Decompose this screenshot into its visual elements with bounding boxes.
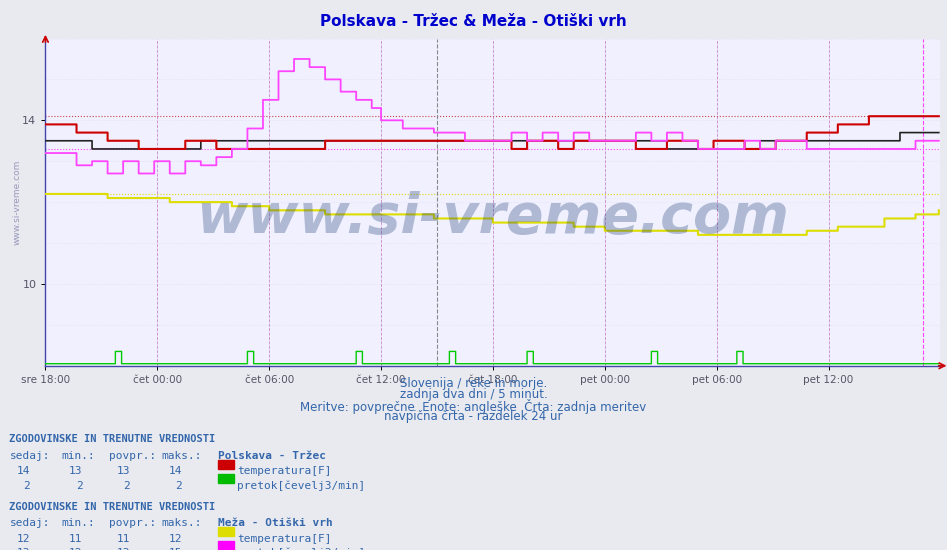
- Text: 14: 14: [169, 466, 182, 476]
- Text: zadnja dva dni / 5 minut.: zadnja dva dni / 5 minut.: [400, 388, 547, 401]
- Text: 15: 15: [169, 548, 182, 550]
- Text: min.:: min.:: [62, 451, 96, 461]
- Text: maks.:: maks.:: [161, 518, 202, 528]
- Text: 13: 13: [116, 548, 130, 550]
- Text: 13: 13: [17, 548, 30, 550]
- Text: 11: 11: [69, 534, 82, 543]
- Text: povpr.:: povpr.:: [109, 518, 156, 528]
- Text: 2: 2: [123, 481, 130, 491]
- Text: povpr.:: povpr.:: [109, 451, 156, 461]
- Text: pretok[čevelj3/min]: pretok[čevelj3/min]: [237, 481, 365, 491]
- Text: 12: 12: [169, 534, 182, 543]
- Text: 11: 11: [116, 534, 130, 543]
- Text: www.si-vreme.com: www.si-vreme.com: [12, 160, 22, 245]
- Text: ZGODOVINSKE IN TRENUTNE VREDNOSTI: ZGODOVINSKE IN TRENUTNE VREDNOSTI: [9, 434, 216, 444]
- Text: Meža - Otiški vrh: Meža - Otiški vrh: [218, 518, 332, 528]
- Text: www.si-vreme.com: www.si-vreme.com: [196, 191, 790, 245]
- Text: Polskava - Tržec & Meža - Otiški vrh: Polskava - Tržec & Meža - Otiški vrh: [320, 14, 627, 29]
- Text: min.:: min.:: [62, 518, 96, 528]
- Text: 2: 2: [175, 481, 182, 491]
- Text: temperatura[F]: temperatura[F]: [237, 534, 331, 543]
- Text: 12: 12: [69, 548, 82, 550]
- Text: maks.:: maks.:: [161, 451, 202, 461]
- Text: 14: 14: [17, 466, 30, 476]
- Text: 13: 13: [69, 466, 82, 476]
- Text: Meritve: povprečne  Enote: angleške  Črta: zadnja meritev: Meritve: povprečne Enote: angleške Črta:…: [300, 399, 647, 414]
- Text: 13: 13: [116, 466, 130, 476]
- Text: ZGODOVINSKE IN TRENUTNE VREDNOSTI: ZGODOVINSKE IN TRENUTNE VREDNOSTI: [9, 502, 216, 512]
- Text: sedaj:: sedaj:: [9, 518, 50, 528]
- Text: 2: 2: [24, 481, 30, 491]
- Text: temperatura[F]: temperatura[F]: [237, 466, 331, 476]
- Text: 2: 2: [76, 481, 82, 491]
- Text: pretok[čevelj3/min]: pretok[čevelj3/min]: [237, 548, 365, 550]
- Text: navpična črta - razdelek 24 ur: navpična črta - razdelek 24 ur: [384, 410, 563, 423]
- Text: 12: 12: [17, 534, 30, 543]
- Text: Slovenija / reke in morje.: Slovenija / reke in morje.: [400, 377, 547, 390]
- Text: sedaj:: sedaj:: [9, 451, 50, 461]
- Text: Polskava - Tržec: Polskava - Tržec: [218, 451, 326, 461]
